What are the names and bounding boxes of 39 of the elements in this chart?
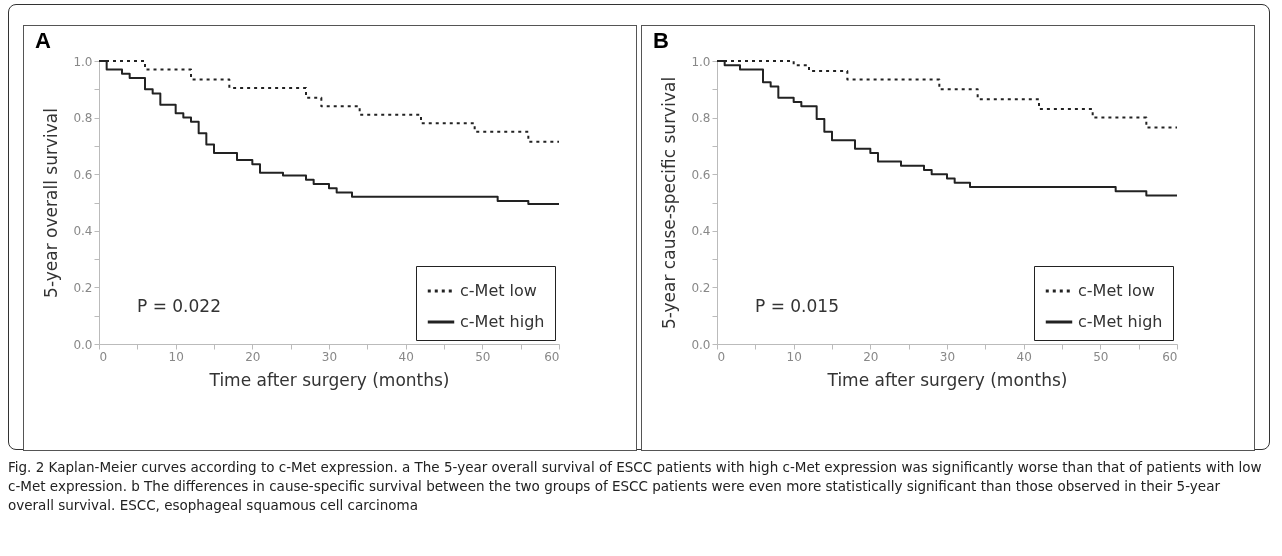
- legend-label: c-Met low: [460, 281, 537, 300]
- y-tick-label: 1.0: [73, 54, 93, 69]
- annotation: P = 0.015: [755, 296, 839, 316]
- y-tick-label: 0.8: [73, 111, 93, 126]
- x-tick-label: 60: [544, 349, 560, 364]
- y-tick-label: 0.6: [73, 167, 93, 182]
- x-tick-label: 50: [475, 349, 491, 364]
- annotation: P = 0.022: [137, 296, 221, 316]
- x-axis-title: Time after surgery (months): [826, 369, 1068, 390]
- x-tick-label: 50: [1093, 349, 1109, 364]
- y-tick-label: 0.0: [691, 337, 711, 352]
- x-tick-label: 40: [1016, 349, 1032, 364]
- legend-label: c-Met high: [1078, 312, 1163, 331]
- x-tick-label: 10: [786, 349, 802, 364]
- y-tick-label: 0.6: [691, 167, 711, 182]
- x-tick-label: 0: [717, 349, 726, 364]
- y-axis-title: 5-year cause-specific survival: [659, 76, 680, 330]
- x-tick-label: 60: [1162, 349, 1178, 364]
- x-tick-label: 20: [245, 349, 261, 364]
- y-tick-label: 0.2: [73, 280, 93, 295]
- y-tick-label: 0.4: [691, 224, 711, 239]
- x-axis-title: Time after surgery (months): [208, 369, 450, 390]
- x-tick-label: 40: [398, 349, 414, 364]
- y-tick-label: 0.4: [73, 224, 93, 239]
- y-tick-label: 0.8: [691, 111, 711, 126]
- y-axis-title: 5-year overall survival: [41, 108, 62, 298]
- y-tick-label: 0.0: [73, 337, 93, 352]
- legend-label: c-Met high: [460, 312, 545, 331]
- x-tick-label: 20: [863, 349, 879, 364]
- y-tick-label: 1.0: [691, 54, 711, 69]
- x-tick-label: 30: [939, 349, 956, 364]
- x-tick-label: 0: [99, 349, 108, 364]
- x-tick-label: 30: [321, 349, 338, 364]
- y-tick-label: 0.2: [691, 280, 711, 295]
- caption: Fig. 2 Kaplan-Meier curves according to c-Met expression. a The 5-year overall survival of ESCC patients with high c-Met expression was significantly worse than that of patients with low c-Met expression. b The differences in cause-specific survival between the two groups of ESCC patients were even more statistically significant than those observed in their 5-year overall survival. ESCC, esophageal squamous cell carcinoma: [8, 458, 1263, 515]
- chart-title: B: [652, 28, 669, 53]
- x-tick-label: 10: [168, 349, 184, 364]
- chart-title: A: [34, 28, 51, 53]
- legend-label: c-Met low: [1078, 281, 1155, 300]
